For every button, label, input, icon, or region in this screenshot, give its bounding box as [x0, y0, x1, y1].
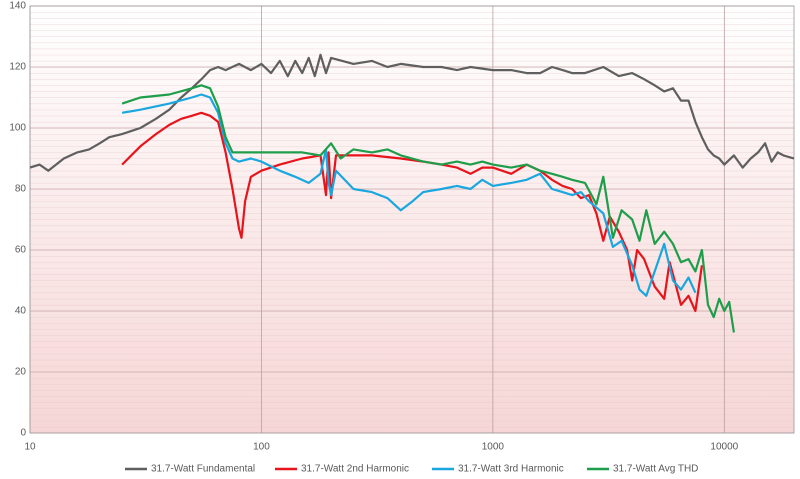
legend-label: 31.7-Watt 2nd Harmonic [301, 464, 409, 475]
legend-label: 31.7-Watt Fundamental [151, 464, 255, 475]
x-tick-label: 10000 [710, 442, 738, 453]
y-tick-label: 0 [20, 428, 26, 439]
series-line [121, 84, 735, 333]
legend-label: 31.7-Watt 3rd Harmonic [458, 464, 564, 475]
y-tick-label: 80 [15, 184, 27, 195]
y-tick-label: 60 [15, 245, 27, 256]
minor-grid [30, 6, 794, 433]
y-tick-label: 40 [15, 306, 27, 317]
series-line [121, 93, 697, 297]
y-tick-label: 20 [15, 367, 27, 378]
plot-border [29, 5, 795, 434]
y-tick-label: 100 [9, 123, 26, 134]
x-tick-label: 10 [24, 442, 36, 453]
x-tick-label: 1000 [482, 442, 505, 453]
y-tick-label: 120 [9, 62, 26, 73]
y-tick-label: 140 [9, 1, 26, 12]
legend-label: 31.7-Watt Avg THD [613, 464, 698, 475]
x-tick-label: 100 [253, 442, 270, 453]
series-line [121, 111, 703, 313]
